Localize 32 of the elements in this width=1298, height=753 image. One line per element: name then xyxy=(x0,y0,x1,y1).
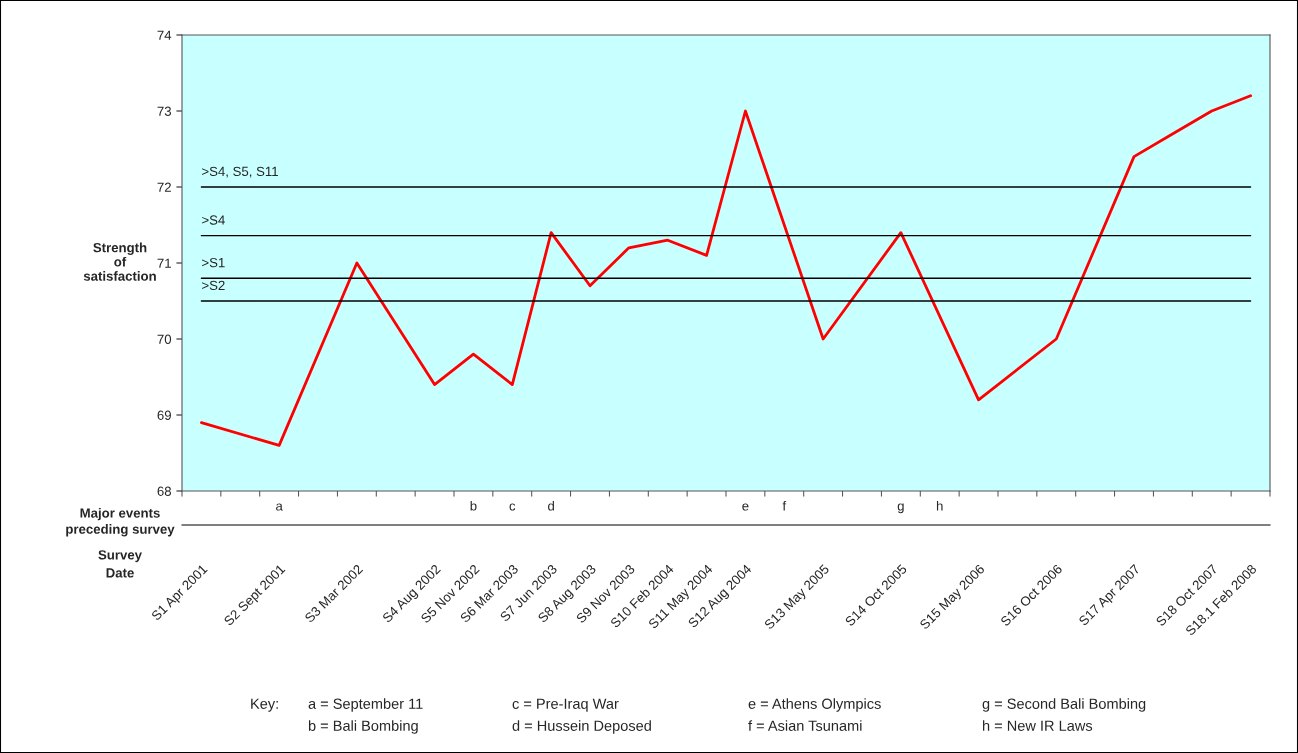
ref-line-label: >S4, S5, S11 xyxy=(202,166,278,178)
ref-line-label: >S4 xyxy=(202,215,225,225)
text: a = September 11 xyxy=(308,698,423,712)
y-tick-label: 74 xyxy=(157,30,172,40)
text: Key: xyxy=(251,698,278,712)
y-tick-label: 73 xyxy=(157,106,171,116)
category-label: d xyxy=(548,500,554,511)
text: d = Hussein Deposed xyxy=(512,720,651,734)
ref-line-label: >S1 xyxy=(202,257,225,268)
text: Major events preceding survey xyxy=(66,508,175,537)
text: c = Pre-Iraq War xyxy=(512,698,619,712)
text: e = Athens Olympics xyxy=(748,698,881,712)
line-series xyxy=(200,94,1252,447)
category-label: e xyxy=(742,503,749,511)
ref-line-label: >S2 xyxy=(202,280,225,291)
y-tick-label: 71 xyxy=(157,258,171,268)
category-label: b xyxy=(470,500,477,511)
category-label: a xyxy=(276,503,283,511)
y-tick-label: 69 xyxy=(157,410,171,420)
x-axis-title: Survey Date xyxy=(98,550,142,578)
y-tick-label: 68 xyxy=(157,486,172,496)
y-axis-title: Strength of satisfaction xyxy=(83,242,156,281)
category-label: g xyxy=(897,503,904,514)
y-tick-label: 70 xyxy=(157,334,172,344)
text: b = Bali Bombing xyxy=(308,720,418,734)
category-label: h xyxy=(936,500,943,511)
y-tick-label: 72 xyxy=(157,182,171,192)
category-label: c xyxy=(509,503,516,511)
text: g = Second Bali Bombing xyxy=(982,698,1146,712)
text: f = Asian Tsunami xyxy=(748,720,862,731)
category-label: f xyxy=(782,500,787,511)
text: h = New IR Laws xyxy=(983,720,1093,731)
